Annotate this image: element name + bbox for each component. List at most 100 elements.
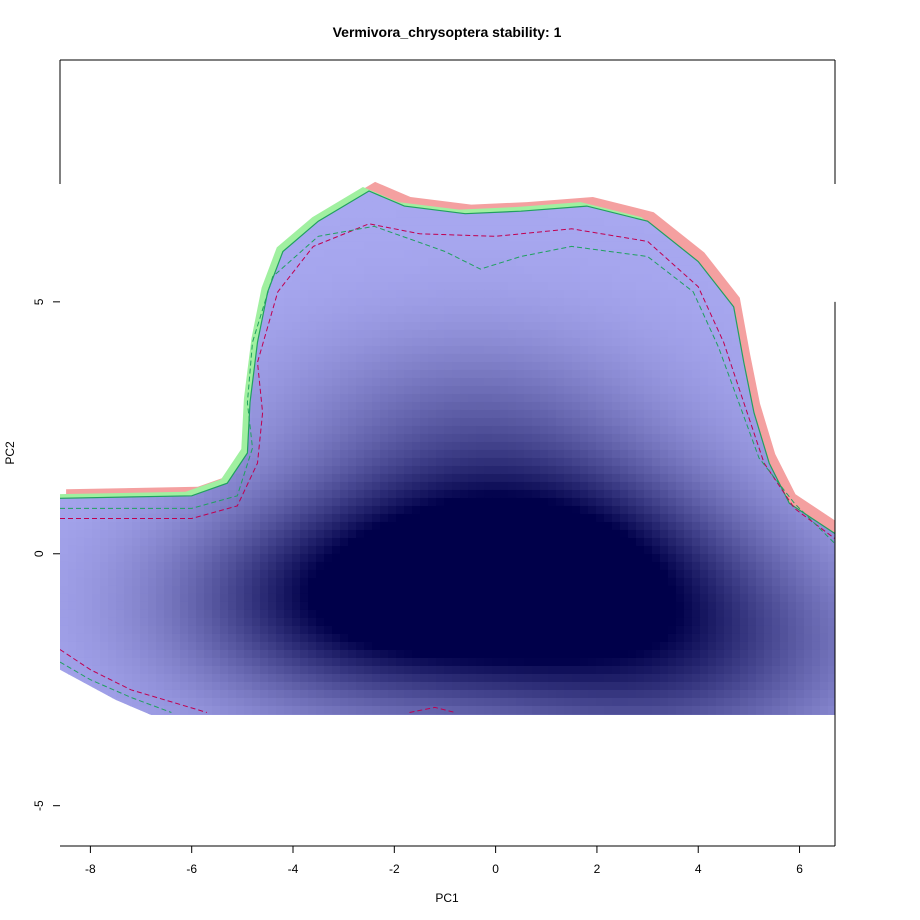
density-cell — [380, 505, 389, 515]
density-cell — [636, 297, 645, 307]
density-cell — [100, 241, 109, 251]
density-cell — [412, 481, 421, 491]
density-cell — [588, 449, 597, 459]
density-cell — [692, 257, 701, 267]
density-cell — [748, 449, 757, 459]
density-cell — [708, 193, 717, 203]
density-cell — [324, 233, 333, 243]
density-cell — [428, 593, 437, 603]
density-cell — [604, 329, 613, 339]
density-cell — [556, 473, 565, 483]
density-cell — [132, 225, 141, 235]
density-cell — [420, 537, 429, 547]
density-cell — [812, 441, 821, 451]
density-cell — [612, 297, 621, 307]
density-cell — [700, 305, 709, 315]
density-cell — [628, 361, 637, 371]
density-cell — [820, 345, 829, 355]
density-cell — [140, 249, 149, 259]
density-cell — [236, 281, 245, 291]
density-cell — [68, 377, 77, 387]
density-cell — [684, 297, 693, 307]
density-cell — [484, 321, 493, 331]
density-cell — [268, 409, 277, 419]
density-cell — [548, 249, 557, 259]
density-cell — [444, 561, 453, 571]
density-cell — [668, 537, 677, 547]
density-cell — [92, 537, 101, 547]
density-cell — [540, 481, 549, 491]
density-cell — [780, 577, 789, 587]
density-cell — [188, 529, 197, 539]
density-cell — [740, 529, 749, 539]
density-cell — [556, 497, 565, 507]
density-cell — [660, 425, 669, 435]
density-cell — [636, 225, 645, 235]
density-cell — [820, 241, 829, 251]
density-cell — [260, 481, 269, 491]
density-cell — [620, 417, 629, 427]
density-cell — [108, 577, 117, 587]
density-cell — [652, 457, 661, 467]
density-cell — [212, 497, 221, 507]
density-cell — [76, 409, 85, 419]
density-cell — [492, 265, 501, 275]
density-cell — [324, 497, 333, 507]
density-cell — [580, 353, 589, 363]
density-cell — [652, 545, 661, 555]
density-cell — [636, 393, 645, 403]
density-cell — [756, 433, 765, 443]
density-cell — [428, 361, 437, 371]
density-cell — [388, 305, 397, 315]
density-cell — [468, 577, 477, 587]
density-cell — [724, 449, 733, 459]
density-cell — [92, 545, 101, 555]
density-cell — [804, 553, 813, 563]
density-cell — [756, 191, 765, 195]
density-cell — [284, 561, 293, 571]
density-cell — [772, 561, 781, 571]
density-cell — [180, 377, 189, 387]
density-cell — [380, 281, 389, 291]
density-cell — [388, 281, 397, 291]
density-cell — [468, 361, 477, 371]
density-cell — [164, 585, 173, 595]
density-cell — [172, 337, 181, 347]
density-cell — [484, 345, 493, 355]
density-cell — [564, 257, 573, 267]
density-cell — [812, 225, 821, 235]
density-cell — [732, 465, 741, 475]
density-cell — [476, 505, 485, 515]
density-cell — [148, 329, 157, 339]
density-cell — [252, 465, 261, 475]
density-cell — [804, 441, 813, 451]
density-cell — [324, 337, 333, 347]
density-cell — [564, 481, 573, 491]
density-cell — [684, 225, 693, 235]
density-cell — [436, 217, 445, 227]
density-cell — [676, 289, 685, 299]
density-cell — [652, 473, 661, 483]
density-cell — [652, 505, 661, 515]
density-cell — [452, 513, 461, 523]
density-cell — [180, 209, 189, 219]
density-cell — [84, 289, 93, 299]
density-cell — [284, 465, 293, 475]
density-cell — [692, 329, 701, 339]
density-cell — [412, 345, 421, 355]
density-cell — [508, 457, 517, 467]
density-cell — [188, 225, 197, 235]
density-cell — [636, 233, 645, 243]
density-cell — [708, 217, 717, 227]
density-cell — [116, 377, 125, 387]
density-cell — [772, 289, 781, 299]
density-cell — [548, 521, 557, 531]
density-cell — [772, 249, 781, 259]
density-cell — [804, 401, 813, 411]
density-cell — [276, 441, 285, 451]
density-cell — [132, 393, 141, 403]
density-cell — [276, 289, 285, 299]
density-cell — [556, 417, 565, 427]
density-cell — [428, 313, 437, 323]
density-cell — [788, 569, 797, 579]
